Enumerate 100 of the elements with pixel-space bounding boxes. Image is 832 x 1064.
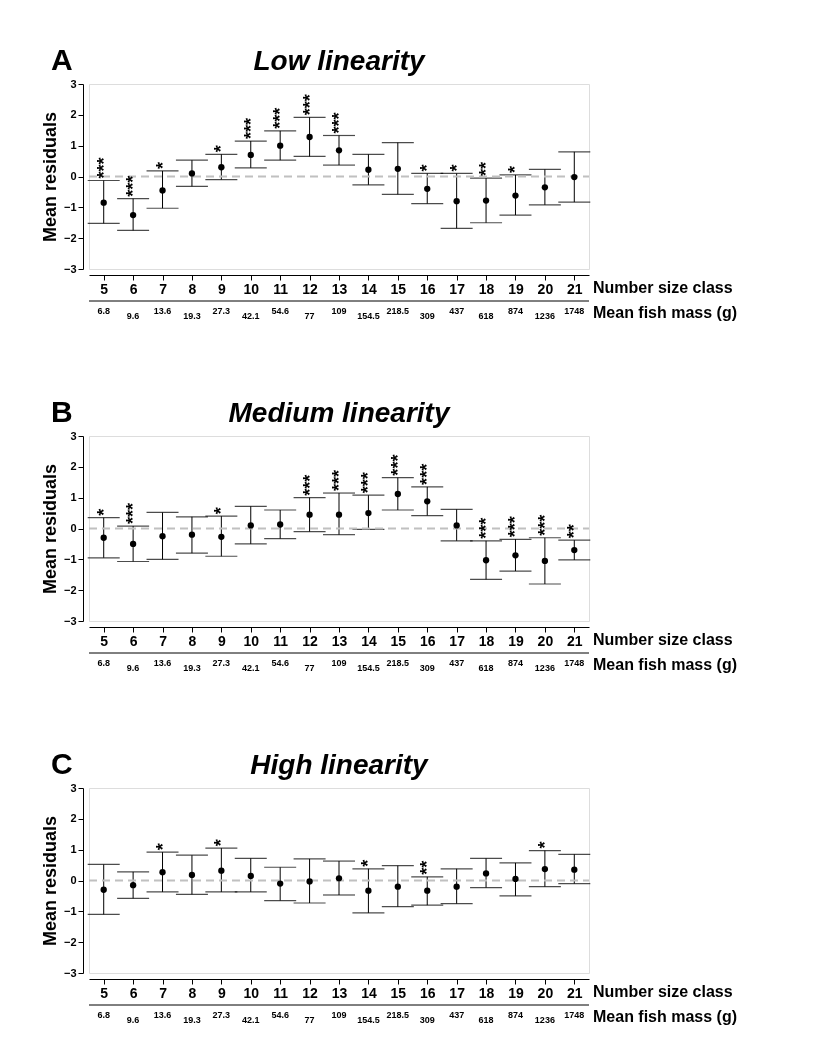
text: 6.8: [97, 1010, 110, 1020]
annotation: *: [534, 841, 555, 849]
point: [218, 164, 225, 171]
annotation: ***: [476, 517, 497, 539]
text: 42.1: [242, 663, 260, 673]
text: 13.6: [153, 306, 172, 316]
x-tick-label: 20: [537, 984, 554, 1001]
y-tick-label: −3: [63, 966, 77, 979]
x-tick-label: 15: [390, 984, 407, 1001]
annotation: ***: [93, 157, 114, 179]
point: [365, 887, 372, 894]
point: [306, 133, 313, 141]
text: 19.3: [183, 1015, 201, 1025]
text: 54.6: [271, 658, 289, 668]
point: [424, 498, 431, 505]
y-axis-title: Mean residuals: [39, 815, 60, 947]
x-tick-label: 11: [273, 984, 289, 1001]
x-tick-label: 9: [217, 632, 226, 649]
text: 54.6: [271, 1010, 289, 1020]
x-tick-label: 13: [331, 632, 348, 649]
y-tick-label: −3: [63, 262, 77, 275]
point: [512, 552, 519, 559]
text: 27.3: [212, 1010, 231, 1020]
text: 77: [304, 663, 315, 673]
y-axis-title: Mean residuals: [39, 463, 60, 595]
x-tick-label: 10: [243, 280, 260, 297]
text: 309: [419, 663, 435, 673]
x2-axis-title: Mean fish mass (g): [593, 1008, 738, 1025]
point: [100, 886, 107, 893]
x-tick-label: 21: [567, 280, 583, 297]
point: [306, 878, 313, 885]
x-tick-label: 7: [159, 984, 168, 1001]
point: [218, 867, 225, 874]
point: [129, 211, 137, 219]
chart-title: Medium linearity: [228, 397, 451, 428]
point: [218, 533, 225, 540]
x-tick-label: 10: [243, 984, 260, 1001]
y-tick-label: −1: [63, 200, 77, 213]
chart-title: High linearity: [250, 749, 430, 780]
x-tick-label: 12: [302, 280, 319, 297]
x-tick-label: 9: [217, 280, 226, 297]
x-tick-label: 5: [100, 280, 109, 297]
text: 109: [331, 1010, 347, 1020]
annotation: ***: [329, 470, 349, 492]
point: [277, 142, 284, 149]
annotation: **: [476, 162, 497, 177]
point: [247, 522, 254, 529]
point: [482, 557, 490, 564]
annotation: *: [211, 839, 232, 847]
text: 6.8: [97, 658, 110, 668]
y-tick-label: 3: [70, 781, 77, 794]
point: [129, 540, 137, 548]
annotation: **: [564, 524, 585, 539]
x-tick-label: 20: [537, 632, 554, 649]
y-tick-label: 1: [70, 491, 77, 504]
x-tick-label: 11: [273, 632, 289, 649]
text: 437: [449, 306, 465, 316]
x-tick-label: 19: [508, 984, 524, 1001]
point: [571, 173, 578, 181]
point: [188, 871, 196, 879]
point: [100, 199, 107, 206]
x-tick-label: 18: [478, 984, 495, 1001]
point: [159, 869, 166, 876]
text: A: [51, 43, 73, 76]
annotation: *: [505, 165, 526, 173]
text: 13.6: [153, 658, 172, 668]
x-tick-label: 6: [129, 984, 138, 1001]
x-tick-label: 21: [567, 984, 583, 1001]
x-axis-title: Number size class: [593, 983, 733, 1000]
annotation: ***: [329, 112, 349, 134]
annotation: ***: [534, 514, 555, 536]
annotation: ***: [417, 463, 438, 485]
annotation: ***: [240, 118, 261, 140]
x-tick-label: 18: [478, 632, 495, 649]
text: 1236: [534, 311, 555, 321]
x-tick-label: 10: [243, 632, 260, 649]
text: 1748: [564, 658, 585, 668]
x-tick-label: 7: [159, 632, 168, 649]
annotation: *: [211, 507, 232, 515]
x-tick-label: 17: [449, 632, 466, 649]
point: [424, 887, 431, 894]
x-tick-label: 17: [449, 984, 466, 1001]
y-tick-label: 3: [70, 77, 77, 90]
text: 154.5: [357, 311, 380, 321]
point: [247, 872, 254, 880]
x-tick-label: 6: [129, 280, 138, 297]
x-tick-label: 8: [188, 280, 197, 297]
y-tick-label: 2: [70, 108, 77, 121]
point: [129, 881, 137, 889]
chart-title: Low linearity: [253, 45, 426, 76]
point: [394, 165, 401, 172]
point: [335, 511, 343, 518]
x-tick-label: 5: [100, 984, 109, 1001]
text: 13.6: [153, 1010, 172, 1020]
y-tick-label: 0: [70, 874, 77, 886]
point: [512, 875, 519, 883]
point: [482, 870, 490, 877]
annotation: *: [152, 843, 173, 851]
point: [512, 192, 519, 199]
x-tick-label: 7: [159, 280, 168, 297]
